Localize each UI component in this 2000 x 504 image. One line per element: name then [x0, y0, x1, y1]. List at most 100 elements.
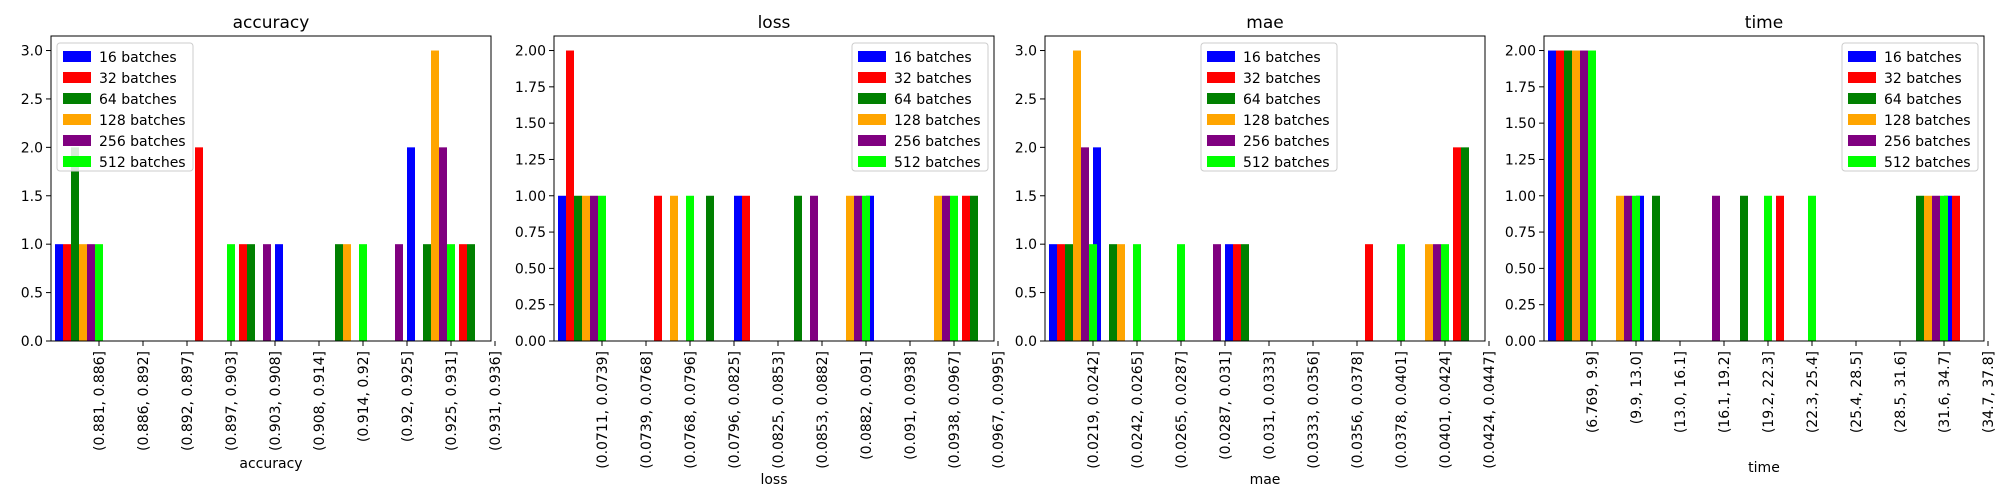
legend-swatch: [63, 156, 91, 167]
x-tick-label: (0.0825, 0.0853]: [771, 351, 787, 469]
y-tick-label: 1.5: [1015, 189, 1037, 205]
bar: [459, 244, 467, 341]
bar: [263, 244, 271, 341]
plot-frame: [1543, 35, 1985, 342]
bar: [934, 195, 942, 341]
y-tick-label: 0.50: [515, 261, 546, 277]
bar: [566, 50, 574, 342]
x-tick-label: (31.6, 34.7]: [1937, 351, 1953, 433]
x-tick-label: (0.903, 0.908]: [268, 351, 284, 451]
x-axis-label: loss: [760, 472, 787, 488]
chart-panel-0: accuracy 0.0 0.5 1.0 1.5 2.0 2.5 3.0 (0.881, 0.8…: [21, 13, 504, 472]
x-tick-label: (0.0739, 0.0768]: [639, 351, 655, 469]
y-tick-label: 1.75: [515, 80, 546, 96]
legend-swatch: [858, 156, 886, 167]
bar: [1073, 50, 1081, 342]
x-tick-label: (0.091, 0.0938]: [903, 351, 919, 460]
bar: [1133, 244, 1141, 341]
bar: [359, 244, 367, 341]
bar: [598, 195, 606, 341]
bar: [1940, 195, 1948, 341]
bar: [810, 195, 818, 341]
bar: [227, 244, 235, 341]
x-tick-label: (0.0967, 0.0995]: [991, 351, 1007, 469]
legend-swatch: [858, 135, 886, 146]
bar: [1049, 244, 1057, 341]
legend-swatch: [1207, 51, 1235, 62]
x-tick-label: (0.0265, 0.0287]: [1174, 351, 1190, 469]
x-tick-label: (0.0378, 0.0401]: [1394, 351, 1410, 469]
y-tick-label: 1.25: [1505, 152, 1536, 168]
legend-label: 16 batches: [1243, 50, 1321, 66]
y-tick-label: 0.50: [1505, 261, 1536, 277]
bar: [63, 244, 71, 341]
x-tick-label: (0.0287, 0.031]: [1218, 351, 1234, 460]
x-tick-label: (9.9, 13.0]: [1629, 351, 1645, 424]
bar: [970, 195, 978, 341]
bar: [1588, 50, 1596, 342]
legend-label: 32 batches: [1884, 71, 1962, 87]
legend-swatch: [1207, 93, 1235, 104]
plot-frame: [1044, 35, 1486, 342]
y-tick-label: 2.0: [1015, 140, 1037, 156]
bar: [1776, 195, 1784, 341]
bar: [1241, 244, 1249, 341]
bar: [1213, 244, 1221, 341]
bar: [582, 195, 590, 341]
legend-swatch: [63, 114, 91, 125]
bar: [1924, 195, 1932, 341]
x-tick-label: (22.3, 25.4]: [1805, 351, 1821, 433]
bar: [335, 244, 343, 341]
legend-label: 64 batches: [99, 92, 177, 108]
y-tick-label: 0.25: [1505, 298, 1536, 314]
x-tick-label: (6.769, 9.9]: [1585, 351, 1601, 433]
legend-swatch: [1848, 156, 1876, 167]
legend-swatch: [1207, 114, 1235, 125]
bar: [1433, 244, 1441, 341]
bar: [439, 147, 447, 341]
bar: [1065, 244, 1073, 341]
bar: [87, 244, 95, 341]
legend-swatch: [63, 72, 91, 83]
legend-label: 512 batches: [894, 155, 981, 171]
legend-swatch: [1207, 72, 1235, 83]
bar: [1916, 195, 1924, 341]
bar: [247, 244, 255, 341]
legend-swatch: [858, 114, 886, 125]
bar: [706, 195, 714, 341]
x-axis-label: accuracy: [239, 456, 302, 472]
x-tick-label: (0.0219, 0.0242]: [1086, 351, 1102, 469]
bar: [942, 195, 950, 341]
bar: [1117, 244, 1125, 341]
legend-label: 32 batches: [1243, 71, 1321, 87]
bar: [1081, 147, 1089, 341]
x-tick-label: (25.4, 28.5]: [1849, 351, 1865, 433]
bar: [1572, 50, 1580, 342]
y-tick-label: 1.75: [1505, 80, 1536, 96]
legend-label: 64 batches: [1884, 92, 1962, 108]
bar: [1109, 244, 1117, 341]
y-tick-label: 3.0: [21, 44, 43, 60]
legend: 16 batches 32 batches 64 batches 128 batche…: [1841, 42, 1979, 172]
y-tick-label: 2.5: [21, 92, 43, 108]
bar: [423, 244, 431, 341]
chart-title: loss: [758, 13, 791, 33]
bar: [1441, 244, 1449, 341]
bar: [467, 244, 475, 341]
bar: [1580, 50, 1588, 342]
y-tick-label: 1.0: [21, 237, 43, 253]
x-tick-label: (0.925, 0.931]: [444, 351, 460, 451]
x-tick-label: (0.0242, 0.0265]: [1130, 351, 1146, 469]
y-tick-label: 1.00: [515, 189, 546, 205]
y-tick-label: 0.0: [1015, 334, 1037, 350]
bar: [1556, 50, 1564, 342]
x-axis-label: time: [1748, 460, 1780, 476]
bar: [862, 195, 870, 341]
x-tick-label: (0.0882, 0.091]: [859, 351, 875, 460]
chart-panel-2: mae 0.0 0.5 1.0 1.5 2.0 2.5 3.0 (0.0219, 0.0242]…: [1015, 13, 1498, 488]
bar: [1425, 244, 1433, 341]
legend-label: 128 batches: [99, 113, 186, 129]
x-tick-label: (16.1, 19.2]: [1717, 351, 1733, 433]
